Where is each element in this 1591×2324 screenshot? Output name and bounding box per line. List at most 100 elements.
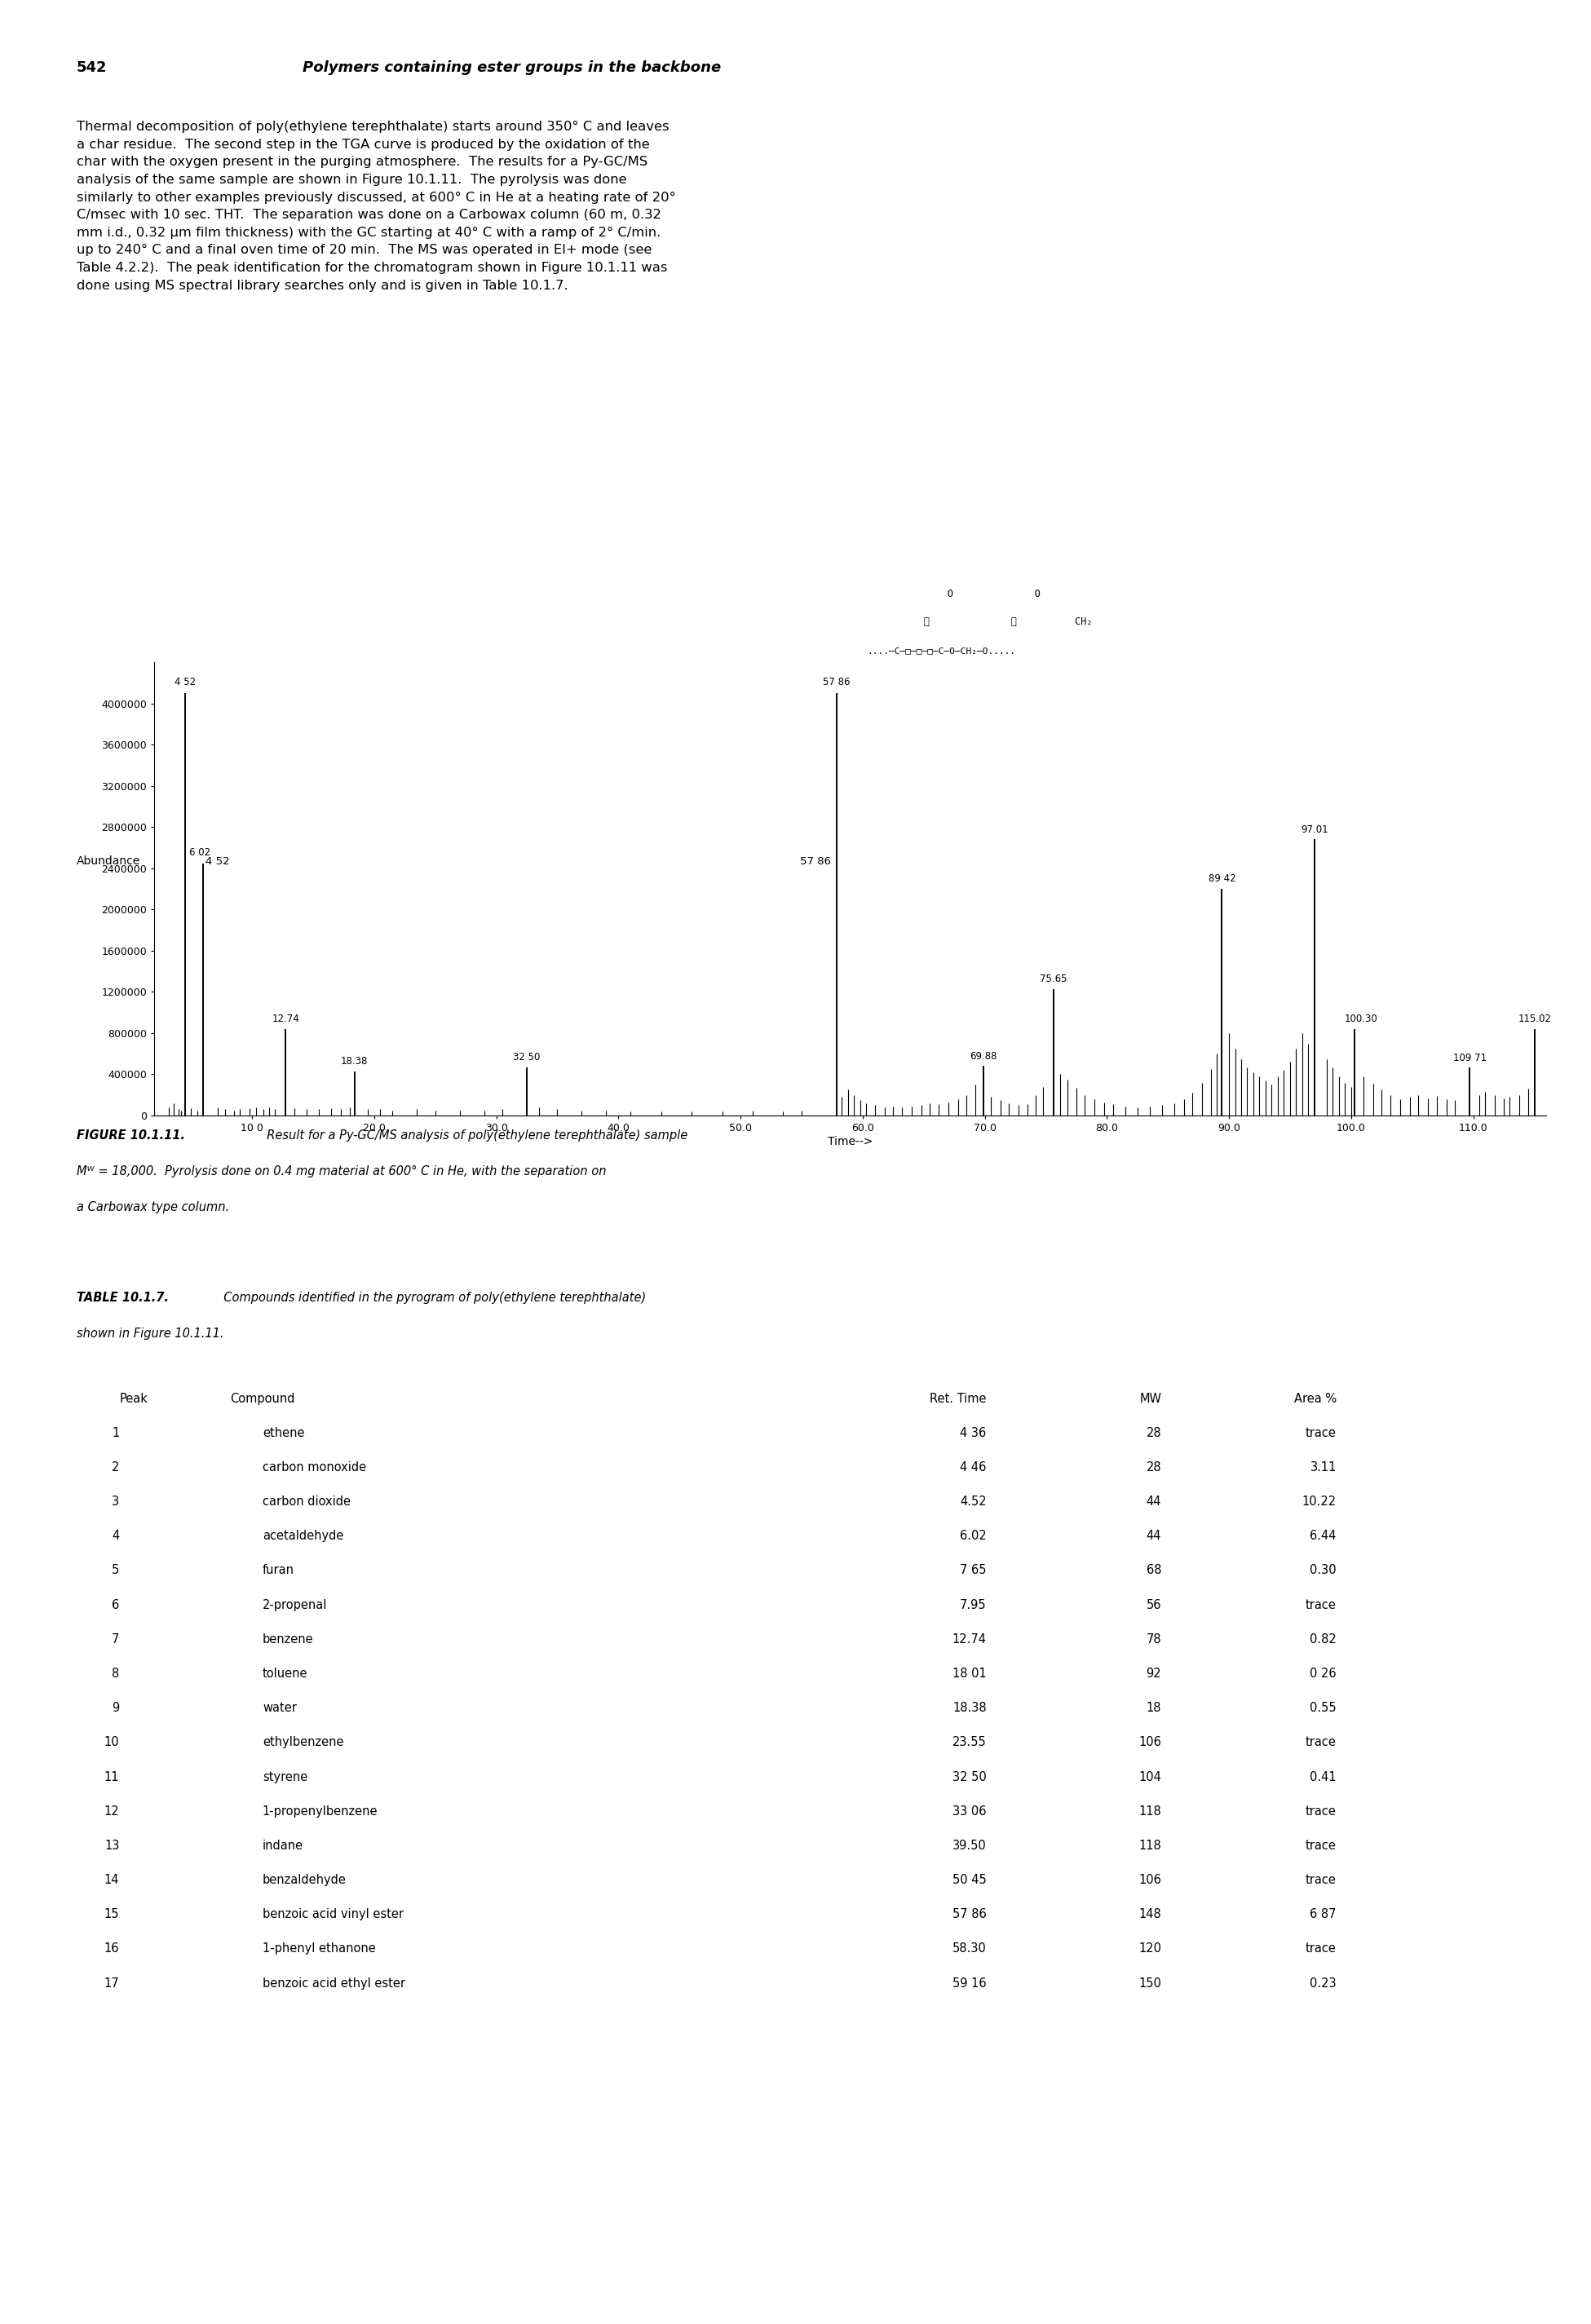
- Text: 1-phenyl ethanone: 1-phenyl ethanone: [263, 1943, 375, 1954]
- Text: 32 50: 32 50: [953, 1771, 986, 1783]
- Text: styrene: styrene: [263, 1771, 307, 1783]
- Text: ethylbenzene: ethylbenzene: [263, 1736, 344, 1748]
- Text: 18: 18: [1147, 1701, 1161, 1715]
- Text: 16: 16: [105, 1943, 119, 1954]
- Text: shown in Figure 10.1.11.: shown in Figure 10.1.11.: [76, 1327, 224, 1341]
- Text: 118: 118: [1139, 1841, 1161, 1852]
- Text: 59 16: 59 16: [953, 1978, 986, 1989]
- Text: 0.41: 0.41: [1309, 1771, 1336, 1783]
- Text: 7: 7: [111, 1634, 119, 1645]
- Text: 148: 148: [1139, 1908, 1161, 1920]
- Text: 4 46: 4 46: [959, 1462, 986, 1473]
- Text: 4 36: 4 36: [959, 1427, 986, 1439]
- Text: 44: 44: [1147, 1529, 1161, 1543]
- Text: 0 26: 0 26: [1309, 1669, 1336, 1680]
- Text: 115.02: 115.02: [1518, 1013, 1551, 1025]
- Text: benzene: benzene: [263, 1634, 313, 1645]
- Text: water: water: [263, 1701, 296, 1715]
- Text: 6.44: 6.44: [1309, 1529, 1336, 1543]
- Text: indane: indane: [263, 1841, 304, 1852]
- Text: 7 65: 7 65: [959, 1564, 986, 1576]
- Text: 15: 15: [105, 1908, 119, 1920]
- Text: 39.50: 39.50: [953, 1841, 986, 1852]
- Text: 58.30: 58.30: [953, 1943, 986, 1954]
- Text: 5: 5: [111, 1564, 119, 1576]
- Text: 0.30: 0.30: [1309, 1564, 1336, 1576]
- Text: 0.23: 0.23: [1309, 1978, 1336, 1989]
- Text: ∥              ∥          CH₂: ∥ ∥ CH₂: [883, 616, 1091, 627]
- Text: toluene: toluene: [263, 1669, 307, 1680]
- Text: 12.74: 12.74: [951, 1634, 986, 1645]
- Text: 4 52: 4 52: [175, 676, 196, 688]
- Text: Peak: Peak: [119, 1392, 148, 1404]
- Text: 33 06: 33 06: [953, 1806, 986, 1817]
- Text: 18 01: 18 01: [953, 1669, 986, 1680]
- Text: 106: 106: [1139, 1873, 1161, 1887]
- Text: 9: 9: [111, 1701, 119, 1715]
- Text: Compounds identified in the pyrogram of poly(ethylene terephthalate): Compounds identified in the pyrogram of …: [216, 1292, 646, 1304]
- Text: 56: 56: [1147, 1599, 1161, 1611]
- Text: 78: 78: [1146, 1634, 1161, 1645]
- Text: O              O: O O: [907, 588, 1041, 600]
- Text: Ret. Time: Ret. Time: [929, 1392, 986, 1404]
- Text: trace: trace: [1306, 1841, 1336, 1852]
- Text: 4: 4: [111, 1529, 119, 1543]
- Text: 104: 104: [1139, 1771, 1161, 1783]
- Text: Area %: Area %: [1293, 1392, 1336, 1404]
- Text: 18.38: 18.38: [953, 1701, 986, 1715]
- Text: 109 71: 109 71: [1453, 1053, 1486, 1062]
- Text: 69.88: 69.88: [969, 1050, 998, 1062]
- Text: 57 86: 57 86: [800, 855, 831, 867]
- Text: TABLE 10.1.7.: TABLE 10.1.7.: [76, 1292, 169, 1304]
- Text: benzaldehyde: benzaldehyde: [263, 1873, 347, 1887]
- Text: 120: 120: [1139, 1943, 1161, 1954]
- Text: 10: 10: [103, 1736, 119, 1748]
- Text: 100.30: 100.30: [1344, 1013, 1378, 1025]
- Text: 11: 11: [105, 1771, 119, 1783]
- Text: trace: trace: [1306, 1873, 1336, 1887]
- Text: 3.11: 3.11: [1309, 1462, 1336, 1473]
- Text: trace: trace: [1306, 1943, 1336, 1954]
- Text: 28: 28: [1146, 1427, 1161, 1439]
- Text: 28: 28: [1146, 1462, 1161, 1473]
- Text: 44: 44: [1147, 1497, 1161, 1508]
- Text: 12: 12: [103, 1806, 119, 1817]
- Text: 13: 13: [105, 1841, 119, 1852]
- Text: 0.55: 0.55: [1309, 1701, 1336, 1715]
- Text: Polymers containing ester groups in the backbone: Polymers containing ester groups in the …: [302, 60, 721, 74]
- Text: ethene: ethene: [263, 1427, 304, 1439]
- Text: 4.52: 4.52: [959, 1497, 986, 1508]
- Text: 0.82: 0.82: [1309, 1634, 1336, 1645]
- Text: 6 02: 6 02: [189, 846, 210, 858]
- Text: Abundance: Abundance: [76, 855, 140, 867]
- Text: trace: trace: [1306, 1427, 1336, 1439]
- Text: 2: 2: [111, 1462, 119, 1473]
- Text: carbon monoxide: carbon monoxide: [263, 1462, 366, 1473]
- Text: 6: 6: [111, 1599, 119, 1611]
- Text: a Carbowax type column.: a Carbowax type column.: [76, 1202, 229, 1213]
- Text: 106: 106: [1139, 1736, 1161, 1748]
- Text: 57 86: 57 86: [823, 676, 850, 688]
- Text: trace: trace: [1306, 1599, 1336, 1611]
- Text: 32 50: 32 50: [514, 1053, 541, 1062]
- Text: Mᵂ = 18,000.  Pyrolysis done on 0.4 mg material at 600° C in He, with the separa: Mᵂ = 18,000. Pyrolysis done on 0.4 mg ma…: [76, 1167, 606, 1178]
- Text: 50 45: 50 45: [953, 1873, 986, 1887]
- Text: 3: 3: [111, 1497, 119, 1508]
- Text: 57 86: 57 86: [953, 1908, 986, 1920]
- Text: 7.95: 7.95: [959, 1599, 986, 1611]
- Text: 17: 17: [103, 1978, 119, 1989]
- Text: 89 42: 89 42: [1208, 874, 1236, 885]
- Text: FIGURE 10.1.11.: FIGURE 10.1.11.: [76, 1129, 185, 1141]
- Text: Result for a Py-GC/MS analysis of poly(ethylene terephthalate) sample: Result for a Py-GC/MS analysis of poly(e…: [259, 1129, 687, 1141]
- Text: 118: 118: [1139, 1806, 1161, 1817]
- Text: 92: 92: [1146, 1669, 1161, 1680]
- Text: carbon dioxide: carbon dioxide: [263, 1497, 350, 1508]
- Text: 1-propenylbenzene: 1-propenylbenzene: [263, 1806, 379, 1817]
- Text: 4 52: 4 52: [205, 855, 231, 867]
- Text: acetaldehyde: acetaldehyde: [263, 1529, 344, 1543]
- X-axis label: Time-->: Time-->: [827, 1136, 873, 1148]
- Text: 97.01: 97.01: [1301, 825, 1328, 834]
- Text: MW: MW: [1139, 1392, 1161, 1404]
- Text: furan: furan: [263, 1564, 294, 1576]
- Text: 1: 1: [111, 1427, 119, 1439]
